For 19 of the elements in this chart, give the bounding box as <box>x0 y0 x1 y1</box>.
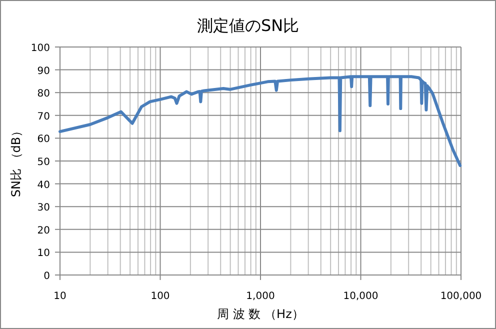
y-tick-label: 50 <box>37 157 50 168</box>
x-axis-title: 周 波 数 （Hz） <box>217 307 304 321</box>
y-tick-label: 40 <box>37 180 50 191</box>
y-tick-label: 100 <box>30 43 50 54</box>
x-tick-label: 100,000 <box>440 291 482 302</box>
y-tick-label: 0 <box>44 271 50 282</box>
chart-title: 測定値のSN比 <box>196 16 300 35</box>
y-tick-label: 30 <box>37 202 50 214</box>
x-tick-label: 10,000 <box>343 291 378 302</box>
y-tick-label: 90 <box>37 66 50 77</box>
x-tick-label: 1,000 <box>246 291 275 302</box>
y-axis-title: SN比 （dB） <box>9 124 23 198</box>
y-tick-label: 60 <box>37 134 50 146</box>
y-tick-label: 70 <box>37 111 50 122</box>
y-tick-label: 10 <box>37 248 50 260</box>
x-tick-label: 10 <box>54 291 66 302</box>
x-tick-label: 100 <box>150 291 170 302</box>
y-tick-label: 80 <box>37 88 50 100</box>
y-tick-label: 20 <box>37 225 50 236</box>
